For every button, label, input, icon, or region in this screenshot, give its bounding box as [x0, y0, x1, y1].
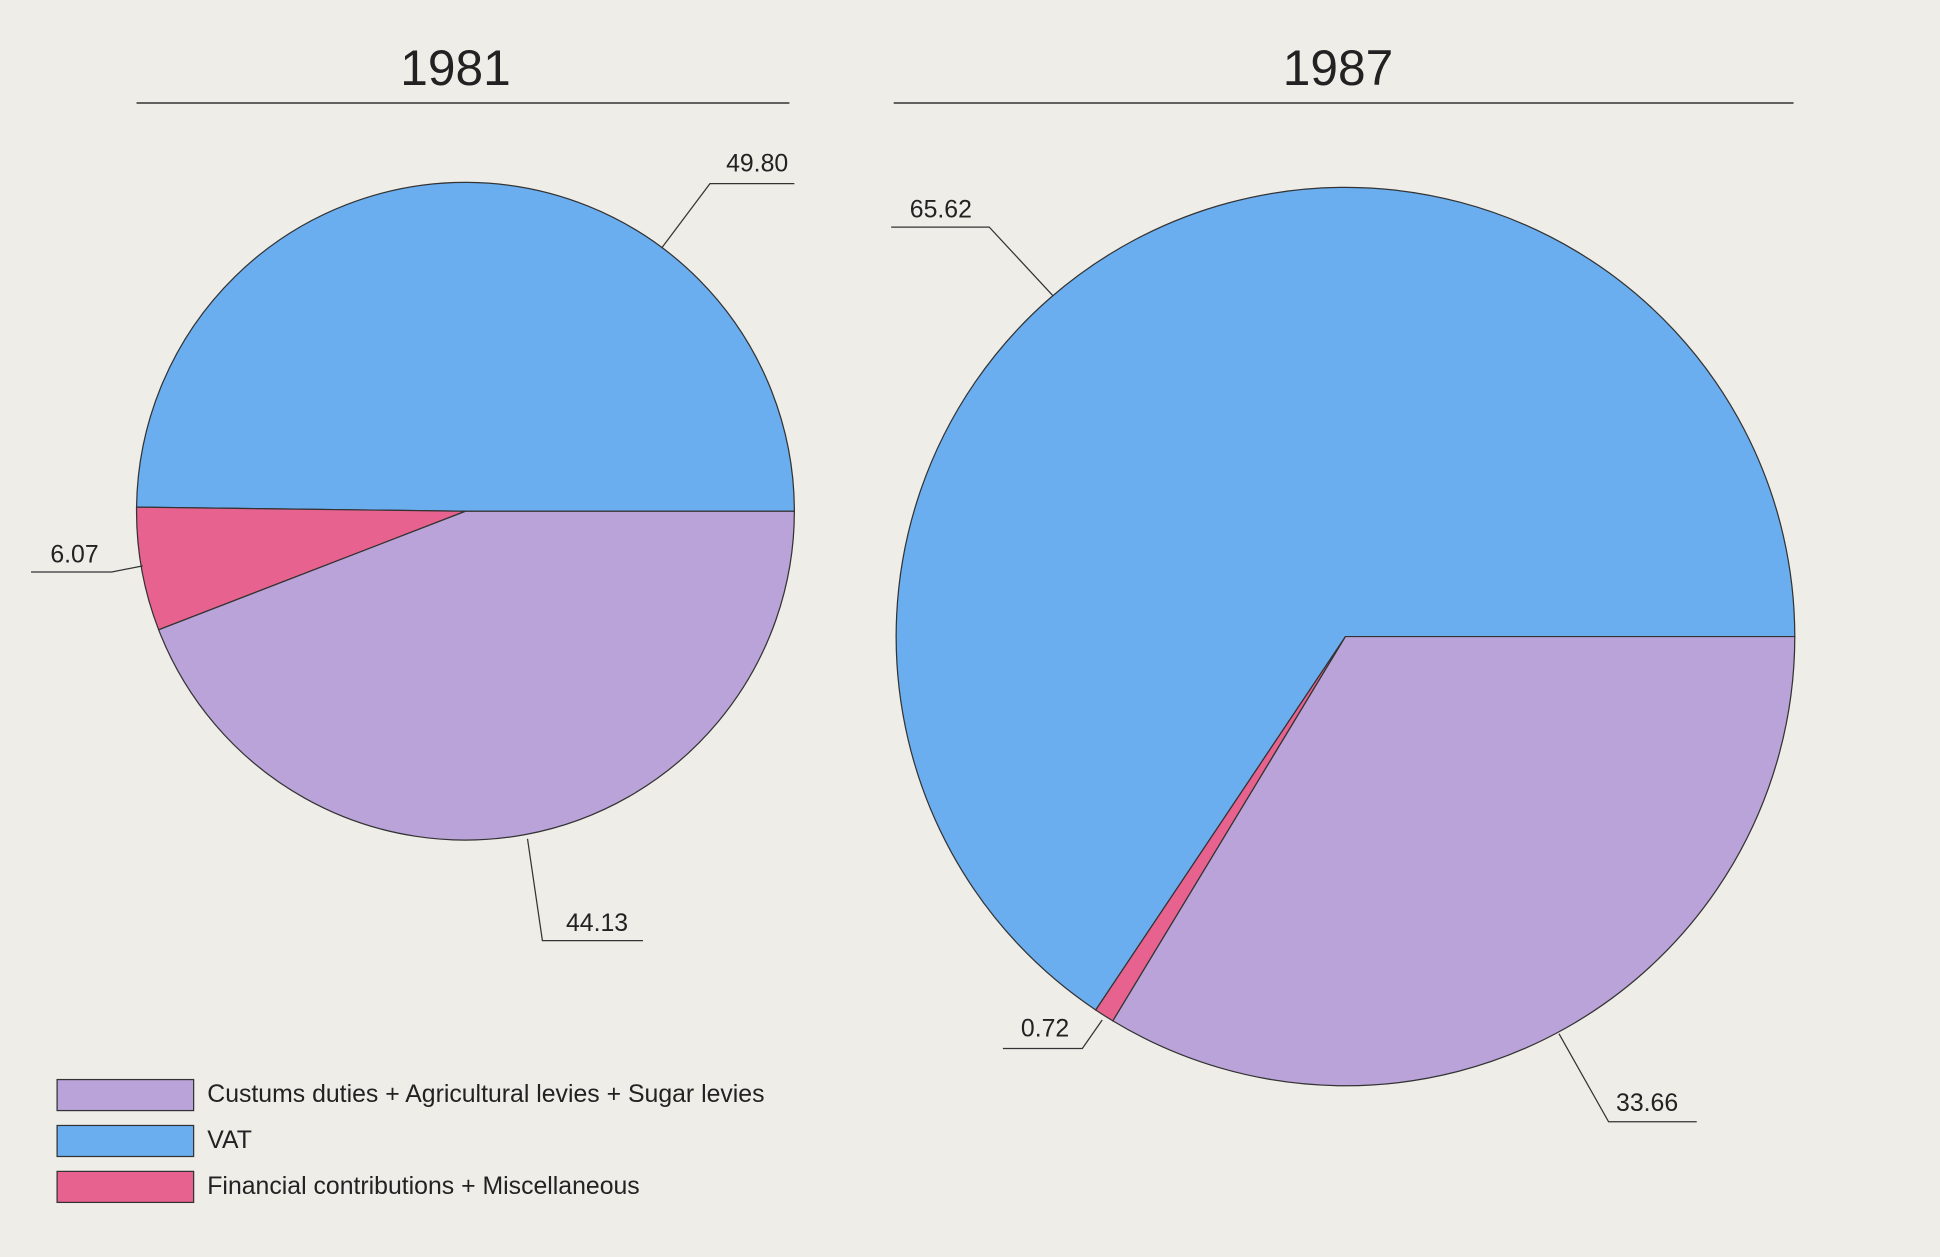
legend-swatch: [56, 1124, 195, 1158]
value-label: 44.13: [566, 910, 628, 937]
value-label: 0.72: [1021, 1015, 1069, 1042]
leader-line: [526, 838, 643, 942]
legend-swatch: [56, 1170, 195, 1204]
chart-title: 1981: [400, 40, 510, 96]
leader-line: [891, 226, 1053, 296]
legend-label: Financial contributions + Miscellaneous: [207, 1173, 639, 1200]
pie-slice: [135, 181, 795, 512]
value-label: 49.80: [726, 151, 788, 178]
pie-slice: [1112, 635, 1796, 1087]
pie-slice: [135, 506, 466, 631]
leader-line: [661, 183, 795, 249]
value-label: 65.62: [910, 197, 972, 224]
pie-slice: [895, 186, 1796, 1011]
legend-label: VAT: [207, 1127, 252, 1154]
pie-slice: [157, 510, 795, 841]
chart-title: 1987: [1283, 40, 1393, 96]
legend-swatch: [56, 1078, 195, 1112]
value-label: 33.66: [1616, 1090, 1678, 1117]
leader-line: [31, 565, 143, 573]
legend-label: Custums duties + Agricultural levies + S…: [207, 1081, 764, 1108]
leader-line: [1558, 1033, 1697, 1123]
leader-line: [1002, 1019, 1103, 1050]
value-label: 6.07: [50, 541, 98, 568]
